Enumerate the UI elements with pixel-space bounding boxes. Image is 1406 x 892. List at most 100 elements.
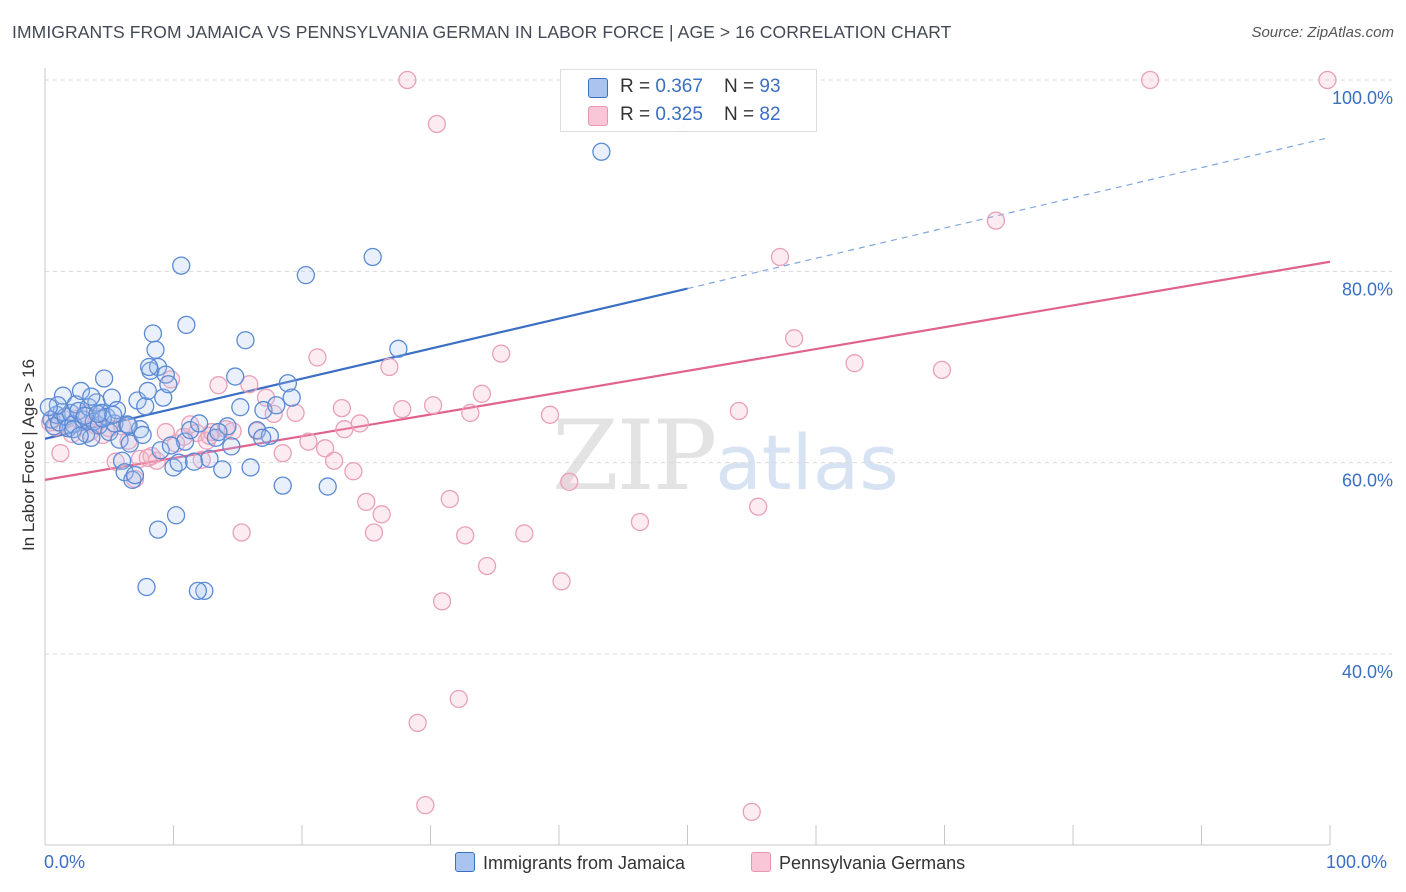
data-point-pennsylvania	[357, 492, 376, 512]
data-point-pennsylvania	[408, 713, 427, 733]
data-point-jamaica	[64, 420, 83, 439]
data-point-jamaica	[154, 388, 173, 407]
data-point-pennsylvania	[770, 247, 790, 267]
legend-n-label: N =	[724, 76, 760, 97]
data-point-jamaica	[125, 465, 145, 485]
data-point-pennsylvania	[423, 396, 443, 415]
legend-r-label: R =	[620, 76, 656, 97]
x-tick-label-min: 0.0%	[44, 852, 86, 872]
data-point-jamaica	[48, 396, 67, 415]
data-point-pennsylvania	[427, 114, 447, 134]
data-point-pennsylvania	[308, 348, 327, 367]
data-point-jamaica	[273, 476, 292, 495]
data-point-jamaica	[226, 367, 245, 386]
watermark: ZIPatlas	[552, 400, 899, 512]
data-point-jamaica	[181, 420, 200, 440]
watermark-zip: ZIP	[552, 400, 717, 512]
legend-n-value: 82	[759, 104, 781, 125]
data-point-jamaica	[172, 256, 191, 275]
data-point-jamaica	[296, 266, 316, 285]
legend-r-value: 0.367	[655, 76, 703, 97]
y-tick-label: 60.0%	[1342, 471, 1393, 491]
data-point-jamaica	[143, 324, 163, 343]
trend-line-jamaica	[44, 136, 1331, 440]
data-point-jamaica	[39, 398, 59, 417]
data-point-pennsylvania	[380, 357, 399, 377]
data-point-pennsylvania	[332, 398, 351, 418]
data-point-jamaica	[190, 414, 209, 433]
data-point-jamaica	[222, 437, 241, 456]
trend-line-pennsylvania-germans	[44, 260, 1331, 481]
data-point-jamaica	[159, 375, 178, 394]
data-point-pennsylvania	[398, 70, 417, 90]
data-point-jamaica	[71, 381, 91, 401]
correlation-legend: R = 0.367 N = 93 R = 0.325 N = 82	[560, 69, 817, 132]
data-point-jamaica	[88, 404, 107, 424]
data-point-jamaica	[146, 340, 165, 359]
bottom-legend-label: Pennsylvania Germans	[779, 853, 966, 873]
data-point-pennsylvania	[729, 401, 749, 421]
x-tick-label-max: 100.0%	[1326, 852, 1388, 872]
data-point-pennsylvania	[315, 439, 335, 458]
data-point-jamaica	[133, 425, 152, 445]
legend-row-pennsylvania: R = 0.325 N = 82	[561, 101, 816, 129]
data-point-pennsylvania	[785, 329, 804, 348]
data-point-jamaica	[112, 451, 132, 470]
data-point-pennsylvania	[209, 376, 228, 395]
data-point-pennsylvania	[432, 592, 452, 611]
grid-lines	[45, 79, 1392, 655]
data-point-jamaica	[592, 142, 611, 161]
data-point-jamaica	[267, 396, 286, 415]
data-point-jamaica	[115, 463, 134, 482]
data-point-pennsylvania	[492, 344, 511, 363]
data-point-pennsylvania	[299, 432, 318, 451]
data-point-jamaica	[151, 441, 170, 460]
legend-r-value: 0.325	[655, 104, 703, 125]
data-point-jamaica	[231, 398, 250, 417]
data-point-pennsylvania	[232, 523, 251, 542]
trend-line-solid	[44, 260, 1331, 481]
data-point-jamaica	[177, 315, 196, 335]
data-point-jamaica	[82, 387, 101, 406]
data-point-pennsylvania	[51, 443, 70, 463]
trend-line-solid	[44, 287, 688, 440]
legend-n-value: 93	[759, 76, 781, 97]
source-label: Source: ZipAtlas.com	[1251, 24, 1394, 41]
data-point-jamaica	[278, 374, 298, 393]
data-point-jamaica	[94, 369, 114, 388]
y-tick-label: 80.0%	[1342, 279, 1393, 299]
data-point-jamaica	[138, 381, 157, 401]
data-point-pennsylvania	[240, 375, 259, 394]
data-point-jamaica	[136, 397, 155, 416]
data-point-jamaica	[253, 428, 272, 447]
data-point-pennsylvania	[335, 420, 354, 439]
data-point-jamaica	[241, 458, 260, 477]
legend-r-label: R =	[620, 104, 656, 125]
y-axis-label: In Labor Force | Age > 16	[19, 358, 38, 552]
data-point-jamaica	[200, 449, 219, 468]
data-point-pennsylvania	[372, 505, 391, 524]
data-point-pennsylvania	[324, 451, 344, 470]
bottom-legend-swatch-pink	[751, 852, 771, 872]
data-point-pennsylvania	[156, 422, 175, 442]
points-pennsylvania-germans	[40, 70, 1337, 821]
data-point-pennsylvania	[472, 384, 492, 403]
data-point-jamaica	[236, 331, 255, 350]
data-point-pennsylvania	[350, 414, 369, 433]
data-point-jamaica	[184, 452, 204, 471]
data-point-jamaica	[175, 432, 195, 451]
data-point-pennsylvania	[461, 403, 480, 423]
legend-row-jamaica: R = 0.367 N = 93	[561, 73, 816, 101]
y-tick-label: 40.0%	[1342, 662, 1393, 682]
chart-title: IMMIGRANTS FROM JAMAICA VS PENNSYLVANIA …	[12, 22, 952, 42]
bottom-legend-jamaica: Immigrants from Jamaica	[455, 852, 685, 874]
data-point-jamaica	[282, 388, 301, 407]
data-point-pennsylvania	[416, 796, 435, 815]
points-jamaica	[39, 142, 611, 601]
data-point-pennsylvania	[560, 472, 579, 491]
data-point-pennsylvania	[630, 512, 650, 532]
data-point-jamaica	[188, 581, 208, 601]
data-point-pennsylvania	[552, 572, 571, 591]
data-point-jamaica	[119, 416, 138, 435]
